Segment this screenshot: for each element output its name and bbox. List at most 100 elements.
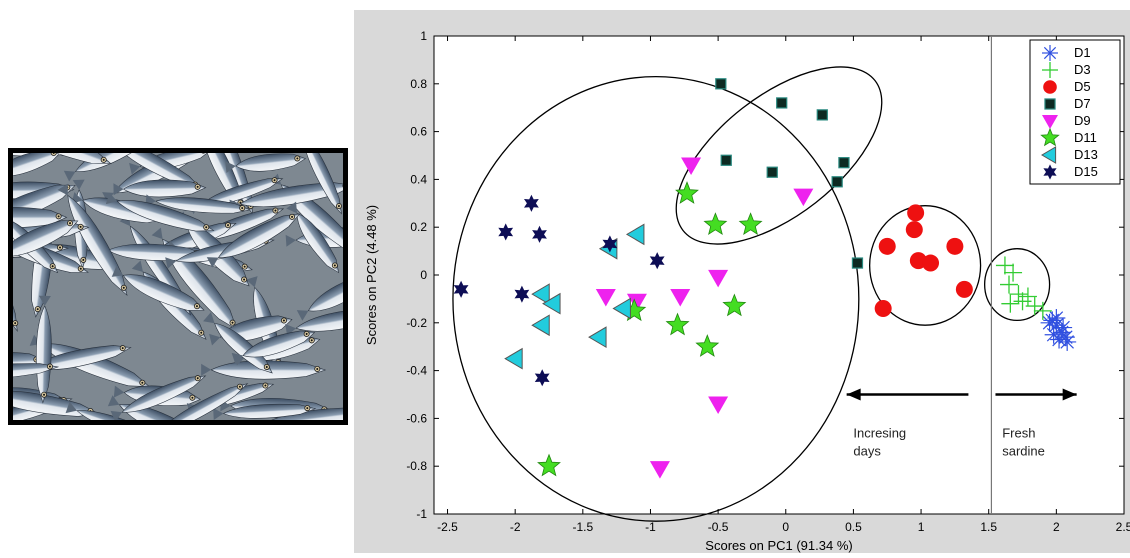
series-d15	[453, 194, 665, 387]
data-point	[626, 293, 647, 312]
sardine	[35, 295, 52, 404]
data-point	[531, 283, 550, 305]
annotation-text: Incresing	[853, 426, 906, 441]
annotation-text: days	[853, 444, 881, 459]
sardine	[158, 383, 249, 420]
x-tick-label: -0.5	[708, 520, 729, 534]
y-tick-label: -1	[416, 507, 427, 521]
arrow	[995, 388, 1077, 401]
legend-marker	[1042, 45, 1058, 61]
data-point	[995, 256, 1014, 275]
series-d3	[995, 256, 1052, 320]
legend-marker	[1044, 98, 1056, 110]
annotation-text: sardine	[1002, 444, 1045, 459]
data-point	[612, 297, 631, 320]
data-point	[851, 257, 864, 269]
x-tick-label: -2.5	[437, 520, 458, 534]
y-tick-label: -0.4	[406, 364, 427, 378]
data-point	[715, 78, 727, 90]
data-point	[1033, 301, 1052, 320]
data-point	[1000, 275, 1018, 294]
chart-panel: -2.5 -2 -1.5 -1 -0.5 0 0.5 1 1.5 2 2.5 1 0.8 0.6 0.4 0.…	[354, 10, 1130, 553]
legend-marker	[1042, 62, 1058, 78]
series-d11	[537, 181, 763, 477]
annotation-text: Fresh	[1002, 426, 1035, 441]
legend-box	[1029, 39, 1121, 185]
data-point	[793, 188, 814, 207]
legend: D1 D3 D5 D7 D9 D11 D13 D15	[1029, 39, 1121, 185]
data-point	[453, 280, 469, 298]
sardine	[57, 183, 128, 297]
legend-marker	[1043, 80, 1057, 94]
sardine	[296, 273, 343, 321]
y-tick-label: 0.4	[410, 172, 427, 186]
data-point	[838, 157, 850, 169]
y-tick-label: -0.6	[406, 411, 427, 425]
data-point	[665, 312, 690, 336]
legend-label: D15	[1074, 164, 1098, 179]
data-point	[681, 157, 702, 176]
data-point	[1013, 292, 1032, 311]
x-axis-label: Scores on PC1 (91.34 %)	[705, 538, 852, 553]
data-point	[514, 285, 530, 303]
sardine	[203, 312, 273, 374]
x-tick-label: 2.5	[1116, 520, 1130, 534]
data-point	[649, 252, 665, 270]
sardine	[206, 213, 301, 268]
data-point	[532, 225, 547, 243]
series-d13	[504, 223, 645, 370]
data-point	[874, 299, 892, 317]
x-tick-label: -1.5	[572, 520, 593, 534]
data-point	[1001, 294, 1020, 313]
y-tick-label: 1	[420, 29, 427, 43]
legend-label: D11	[1074, 130, 1097, 145]
y-tick-label: 0.8	[410, 77, 427, 91]
series-d5	[874, 204, 973, 317]
sardine	[286, 201, 340, 274]
data-point	[595, 289, 616, 307]
y-tick-label: -0.8	[406, 459, 427, 473]
series-d7	[715, 78, 864, 269]
data-point	[955, 280, 973, 298]
data-point	[1009, 285, 1028, 304]
data-point	[907, 204, 925, 222]
x-tick-label: 1.5	[980, 520, 997, 534]
data-point	[695, 334, 720, 357]
data-point	[708, 396, 729, 415]
data-point	[831, 176, 843, 188]
data-point	[1043, 311, 1062, 330]
sardine-photo	[8, 148, 348, 425]
data-point	[708, 269, 729, 288]
data-point	[738, 212, 763, 235]
data-point	[588, 326, 607, 349]
legend-label: D3	[1074, 62, 1091, 77]
sardine	[225, 153, 307, 174]
legend-label: D9	[1074, 113, 1091, 128]
data-point	[816, 109, 828, 121]
data-point	[602, 235, 618, 253]
sardine	[113, 179, 207, 198]
sardine	[302, 153, 342, 215]
data-point	[1056, 328, 1075, 347]
sardine	[13, 363, 60, 380]
legend-label: D1	[1074, 45, 1091, 60]
data-point	[625, 223, 645, 246]
cluster-ellipse	[675, 66, 883, 245]
annotation-arrows	[846, 388, 1077, 401]
series-d9	[595, 157, 814, 479]
y-tick-label: 0.6	[410, 125, 427, 139]
sardine	[13, 153, 112, 164]
series-d1	[1040, 309, 1077, 351]
legend-marker	[1041, 146, 1057, 164]
data-point	[722, 293, 747, 317]
data-point	[1004, 263, 1023, 282]
data-point	[537, 453, 561, 477]
cluster-ellipses	[452, 66, 1051, 522]
x-tick-label: 1	[918, 520, 925, 534]
y-tick-label: 0	[420, 268, 427, 282]
data-point	[534, 369, 550, 387]
pca-scatter-chart: -2.5 -2 -1.5 -1 -0.5 0 0.5 1 1.5 2 2.5 1 0.8 0.6 0.4 0.…	[364, 29, 1130, 553]
sardine	[111, 265, 205, 311]
legend-label: D13	[1074, 147, 1098, 162]
y-axis-label: Scores on PC2 (4.48 %)	[364, 205, 379, 345]
